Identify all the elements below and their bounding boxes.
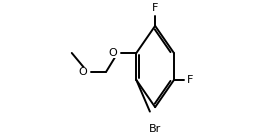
Text: F: F — [152, 3, 158, 13]
Text: O: O — [109, 48, 118, 58]
Text: Br: Br — [149, 124, 161, 134]
Text: F: F — [187, 75, 193, 85]
Text: O: O — [79, 67, 87, 77]
